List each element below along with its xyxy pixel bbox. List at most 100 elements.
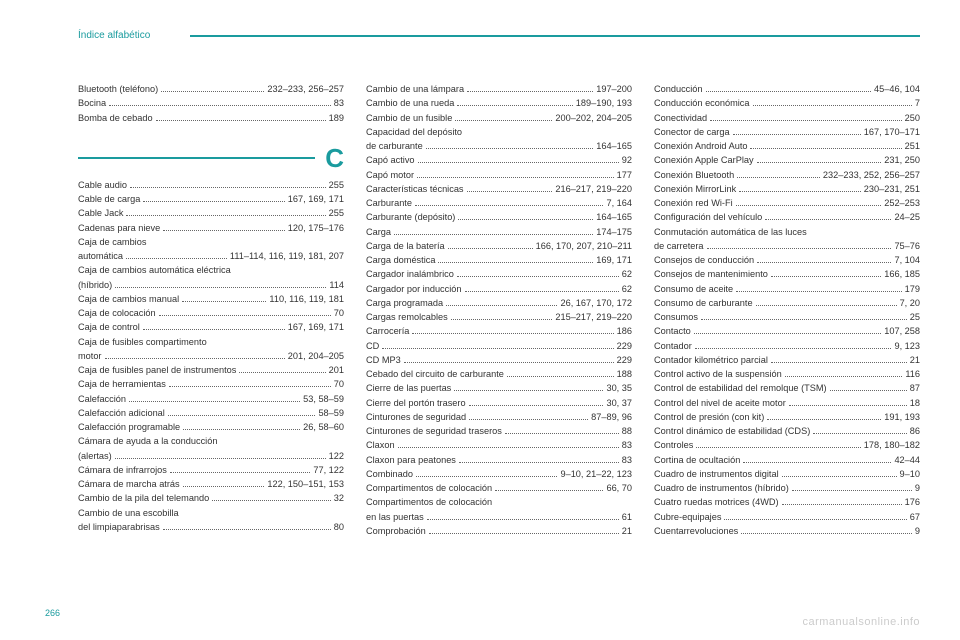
index-entry-label: Cámara de infrarrojos bbox=[78, 463, 167, 477]
index-entry-label: Cargador por inducción bbox=[366, 282, 462, 296]
index-entry-label: Cinturones de seguridad bbox=[366, 410, 466, 424]
index-entry-page: 86 bbox=[910, 424, 920, 438]
index-entry: Controles178, 180–182 bbox=[654, 438, 920, 452]
leader-dots bbox=[163, 529, 331, 530]
index-entry-page: 53, 58–59 bbox=[303, 392, 344, 406]
index-entry-page: 167, 170–171 bbox=[864, 125, 920, 139]
leader-dots bbox=[750, 148, 901, 149]
index-entry-label: Comprobación bbox=[366, 524, 426, 538]
index-entry: Conexión MirrorLink230–231, 251 bbox=[654, 182, 920, 196]
index-entry: Conexión red Wi-Fi252–253 bbox=[654, 196, 920, 210]
page-number: 266 bbox=[45, 608, 60, 618]
leader-dots bbox=[467, 191, 553, 192]
index-entry-label: Cierre de las puertas bbox=[366, 381, 451, 395]
leader-dots bbox=[156, 120, 326, 121]
index-entry-label: Carga bbox=[366, 225, 391, 239]
index-entry-page: 62 bbox=[622, 267, 632, 281]
index-entry: Consumo de aceite179 bbox=[654, 282, 920, 296]
index-entry: automática111–114, 116, 119, 181, 207 bbox=[78, 249, 344, 263]
index-entry-label: Carga doméstica bbox=[366, 253, 435, 267]
index-entry-label: Contador bbox=[654, 339, 692, 353]
index-entry: Calefacción 53, 58–59 bbox=[78, 392, 344, 406]
index-entry: Claxon83 bbox=[366, 438, 632, 452]
index-entry-label: Conectividad bbox=[654, 111, 707, 125]
index-entry: Cambio de la pila del telemando32 bbox=[78, 491, 344, 505]
index-entry-page: 87–89, 96 bbox=[591, 410, 632, 424]
index-entry-page: 229 bbox=[617, 339, 632, 353]
leader-dots bbox=[404, 362, 614, 363]
leader-dots bbox=[785, 376, 903, 377]
index-entry-label: CD MP3 bbox=[366, 353, 401, 367]
index-entry-page: 176 bbox=[905, 495, 920, 509]
index-entry-page: 7 bbox=[915, 96, 920, 110]
leader-dots bbox=[467, 91, 593, 92]
index-entry-label: Características técnicas bbox=[366, 182, 464, 196]
index-entry-page: 9 bbox=[915, 481, 920, 495]
index-entry-page: 122 bbox=[329, 449, 344, 463]
index-entry: Cargas remolcables215–217, 219–220 bbox=[366, 310, 632, 324]
leader-dots bbox=[115, 287, 326, 288]
index-entry: Combinado9–10, 21–22, 123 bbox=[366, 467, 632, 481]
index-entry-page: 21 bbox=[910, 353, 920, 367]
index-entry-page: 7, 104 bbox=[894, 253, 920, 267]
index-entry-label: Conducción bbox=[654, 82, 703, 96]
index-entry: Comprobación 21 bbox=[366, 524, 632, 538]
index-entry-page: 21 bbox=[622, 524, 632, 538]
index-entry: Cambio de una lámpara197–200 bbox=[366, 82, 632, 96]
index-entry-label: Carga programada bbox=[366, 296, 443, 310]
index-entry-label: Cubre-equipajes bbox=[654, 510, 721, 524]
index-entry-label: Cinturones de seguridad traseros bbox=[366, 424, 502, 438]
index-entry-page: 215–217, 219–220 bbox=[555, 310, 632, 324]
index-entry-page: 201, 204–205 bbox=[288, 349, 344, 363]
index-entry-label: Caja de fusibles panel de instrumentos bbox=[78, 363, 236, 377]
index-entry: Bocina83 bbox=[78, 96, 344, 110]
index-entry-page: 255 bbox=[329, 206, 344, 220]
index-entry: Cámara de infrarrojos77, 122 bbox=[78, 463, 344, 477]
leader-dots bbox=[239, 372, 325, 373]
index-entry-page: 110, 116, 119, 181 bbox=[269, 292, 344, 306]
index-entry-page: 7, 164 bbox=[606, 196, 632, 210]
index-entry-continuation: Caja de cambios bbox=[78, 235, 344, 249]
leader-dots bbox=[168, 415, 316, 416]
index-entry: CD229 bbox=[366, 339, 632, 353]
index-entry: Consejos de mantenimiento166, 185 bbox=[654, 267, 920, 281]
index-entry: Control del nivel de aceite motor18 bbox=[654, 396, 920, 410]
index-entry: Cebado del circuito de carburante188 bbox=[366, 367, 632, 381]
index-entry-page: 30, 37 bbox=[606, 396, 632, 410]
index-entry-label: Conector de carga bbox=[654, 125, 730, 139]
index-entry: (alertas)122 bbox=[78, 449, 344, 463]
index-entry: Control de estabilidad del remolque (TSM… bbox=[654, 381, 920, 395]
index-entry-label: Caja de cambios manual bbox=[78, 292, 179, 306]
index-entry-label: Contador kilométrico parcial bbox=[654, 353, 768, 367]
leader-dots bbox=[757, 162, 882, 163]
leader-dots bbox=[733, 134, 861, 135]
index-entry-page: 26, 167, 170, 172 bbox=[560, 296, 632, 310]
leader-dots bbox=[416, 476, 557, 477]
index-entry: Cuatro ruedas motrices (4WD)176 bbox=[654, 495, 920, 509]
leader-dots bbox=[417, 177, 614, 178]
index-entry-page: 25 bbox=[910, 310, 920, 324]
column-1: Bluetooth (teléfono)232–233, 256–257Boci… bbox=[78, 82, 344, 590]
leader-dots bbox=[756, 305, 897, 306]
leader-dots bbox=[159, 315, 331, 316]
index-entry-page: 189–190, 193 bbox=[576, 96, 632, 110]
index-entry-page: 9, 123 bbox=[894, 339, 920, 353]
index-entry: Control de presión (con kit)191, 193 bbox=[654, 410, 920, 424]
index-entry: Consumos25 bbox=[654, 310, 920, 324]
index-entry-continuation: Cámara de ayuda a la conducción bbox=[78, 434, 344, 448]
index-entry-page: 70 bbox=[334, 377, 344, 391]
index-entry: Calefacción programable26, 58–60 bbox=[78, 420, 344, 434]
index-entry-page: 45–46, 104 bbox=[874, 82, 920, 96]
leader-dots bbox=[451, 319, 553, 320]
column-3: Conducción45–46, 104Conducción económica… bbox=[654, 82, 920, 590]
leader-dots bbox=[457, 105, 572, 106]
index-entry-label: Calefacción bbox=[78, 392, 126, 406]
index-entry: Claxon para peatones83 bbox=[366, 453, 632, 467]
leader-dots bbox=[426, 148, 594, 149]
index-entry-page: 83 bbox=[622, 453, 632, 467]
index-entry-label: de carburante bbox=[366, 139, 423, 153]
index-entry-label: Conexión MirrorLink bbox=[654, 182, 736, 196]
index-entry-page: 32 bbox=[334, 491, 344, 505]
index-entry: Bluetooth (teléfono)232–233, 256–257 bbox=[78, 82, 344, 96]
leader-dots bbox=[789, 405, 907, 406]
